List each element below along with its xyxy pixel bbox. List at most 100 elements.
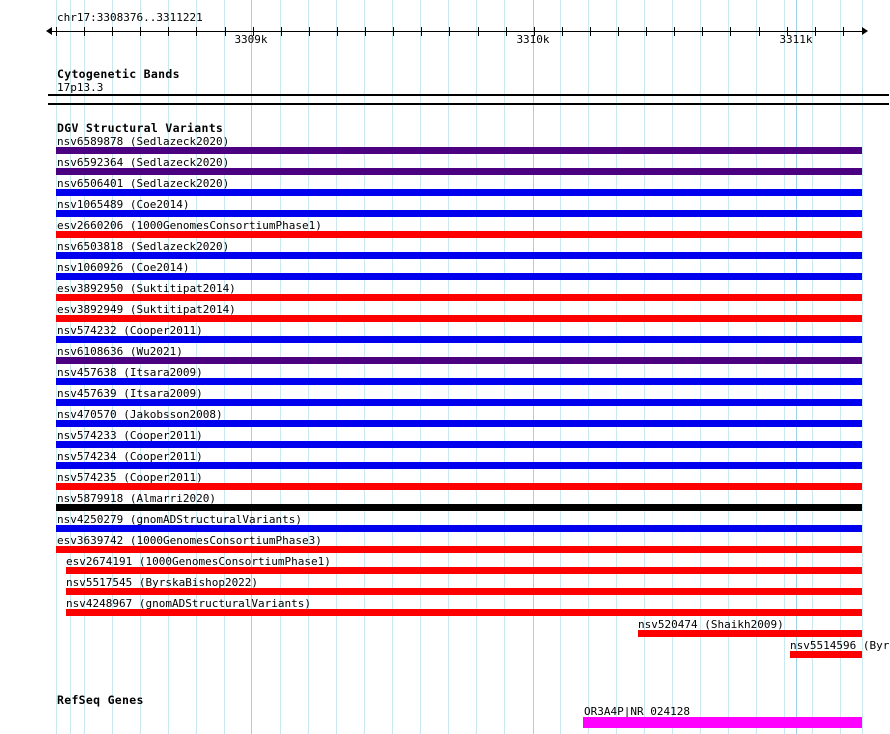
dgv-feature-label[interactable]: esv3639742 (1000GenomesConsortiumPhase3) (57, 534, 322, 547)
ruler-tick (787, 27, 788, 36)
region-coordinate-label: chr17:3308376..3311221 (57, 11, 203, 24)
dgv-feature-bar[interactable] (56, 336, 862, 343)
dgv-feature-label[interactable]: nsv574233 (Cooper2011) (57, 429, 203, 442)
ruler-tick (590, 27, 591, 36)
grid-line (840, 0, 841, 734)
dgv-feature-bar[interactable] (56, 378, 862, 385)
dgv-feature-bar[interactable] (56, 147, 862, 154)
dgv-feature-bar[interactable] (56, 273, 862, 280)
arrow-right-icon[interactable] (862, 27, 868, 35)
ruler-tick (815, 27, 816, 36)
dgv-feature-bar[interactable] (56, 189, 862, 196)
grid-line (420, 0, 421, 734)
dgv-feature-bar[interactable] (56, 294, 862, 301)
ruler-tick (112, 27, 113, 36)
dgv-feature-label[interactable]: nsv5879918 (Almarri2020) (57, 492, 216, 505)
dgv-feature-label[interactable]: nsv574234 (Cooper2011) (57, 450, 203, 463)
dgv-feature-bar[interactable] (56, 315, 862, 322)
grid-line (588, 0, 589, 734)
ruler-tick (562, 27, 563, 36)
dgv-feature-label[interactable]: nsv6108636 (Wu2021) (57, 345, 183, 358)
ruler-tick (196, 27, 197, 36)
dgv-feature-bar[interactable] (56, 441, 862, 448)
dgv-feature-label[interactable]: esv2660206 (1000GenomesConsortiumPhase1) (57, 219, 322, 232)
ruler-tick (168, 27, 169, 36)
dgv-feature-bar[interactable] (56, 504, 862, 511)
dgv-feature-label[interactable]: nsv457638 (Itsara2009) (57, 366, 203, 379)
dgv-feature-label[interactable]: nsv6506401 (Sedlazeck2020) (57, 177, 230, 190)
ruler-tick (646, 27, 647, 36)
ruler-tick-label: 3310k (516, 33, 550, 46)
ruler-tick (225, 27, 226, 36)
ruler-tick (478, 27, 479, 36)
dgv-feature-label[interactable]: esv2674191 (1000GenomesConsortiumPhase1) (66, 555, 331, 568)
dgv-feature-bar[interactable] (56, 252, 862, 259)
ruler-tick (506, 27, 507, 36)
ruler-tick (730, 27, 731, 36)
dgv-feature-label[interactable]: nsv6503818 (Sedlazeck2020) (57, 240, 230, 253)
ruler-tick (449, 27, 450, 36)
dgv-feature-bar[interactable] (56, 546, 862, 553)
grid-line (504, 0, 505, 734)
dgv-feature-label[interactable]: nsv5517545 (ByrskaBishop2022) (66, 576, 259, 589)
dgv-feature-bar[interactable] (56, 231, 862, 238)
ruler-tick (365, 27, 366, 36)
dgv-feature-label[interactable]: nsv6589878 (Sedlazeck2020) (57, 135, 230, 148)
grid-line (392, 0, 393, 734)
axis-line (51, 31, 864, 32)
coordinate-ruler[interactable]: chr17:3308376..3311221 3309k 3310k 3311k (0, 0, 890, 52)
dgv-feature-label[interactable]: nsv457639 (Itsara2009) (57, 387, 203, 400)
grid-line (364, 0, 365, 734)
arrow-left-icon[interactable] (46, 27, 52, 35)
dgv-feature-bar[interactable] (638, 630, 862, 637)
dgv-feature-label[interactable]: nsv574232 (Cooper2011) (57, 324, 203, 337)
dgv-feature-bar[interactable] (56, 210, 862, 217)
dgv-feature-label[interactable]: nsv574235 (Cooper2011) (57, 471, 203, 484)
cytoband-label: 17p13.3 (57, 81, 104, 94)
dgv-feature-label[interactable]: nsv1065489 (Coe2014) (57, 198, 190, 211)
ruler-tick (843, 27, 844, 36)
dgv-feature-bar[interactable] (56, 483, 862, 490)
dgv-feature-label[interactable]: nsv5514596 (Byrsk (790, 639, 890, 652)
ruler-tick (534, 27, 535, 36)
dgv-feature-label[interactable]: esv3892949 (Suktitipat2014) (57, 303, 236, 316)
dgv-feature-label[interactable]: nsv470570 (Jakobsson2008) (57, 408, 223, 421)
grid-line (476, 0, 477, 734)
track-separator (48, 103, 889, 105)
dgv-feature-bar[interactable] (66, 609, 862, 616)
refseq-gene-bar[interactable] (583, 717, 862, 728)
ruler-tick (140, 27, 141, 36)
dgv-feature-label[interactable]: esv3892950 (Suktitipat2014) (57, 282, 236, 295)
grid-line (796, 0, 797, 734)
grid-line (224, 0, 225, 734)
ruler-tick (281, 27, 282, 36)
refseq-gene-label[interactable]: OR3A4P|NR_024128 (584, 705, 690, 718)
dgv-feature-label[interactable]: nsv1060926 (Coe2014) (57, 261, 190, 274)
dgv-feature-label[interactable]: nsv4248967 (gnomADStructuralVariants) (66, 597, 312, 610)
grid-line (336, 0, 337, 734)
dgv-feature-bar[interactable] (56, 420, 862, 427)
dgv-feature-bar[interactable] (56, 399, 862, 406)
dgv-feature-label[interactable]: nsv4250279 (gnomADStructuralVariants) (57, 513, 303, 526)
dgv-feature-bar[interactable] (56, 462, 862, 469)
dgv-feature-bar[interactable] (56, 525, 862, 532)
dgv-feature-bar[interactable] (66, 588, 862, 595)
track-title-dgv-structural-variants: DGV Structural Variants (57, 121, 224, 135)
grid-line (280, 0, 281, 734)
grid-line (251, 0, 252, 734)
ruler-tick (618, 27, 619, 36)
dgv-feature-bar[interactable] (66, 567, 862, 574)
dgv-feature-label[interactable]: nsv520474 (Shaikh2009) (638, 618, 784, 631)
ruler-tick-label: 3309k (234, 33, 268, 46)
ruler-tick (253, 27, 254, 36)
cytoband-bar[interactable] (48, 94, 889, 96)
dgv-feature-label[interactable]: nsv6592364 (Sedlazeck2020) (57, 156, 230, 169)
dgv-feature-bar[interactable] (56, 357, 862, 364)
grid-line (533, 0, 534, 734)
ruler-tick (56, 27, 57, 36)
grid-line (448, 0, 449, 734)
dgv-feature-bar[interactable] (56, 168, 862, 175)
dgv-feature-bar[interactable] (790, 651, 862, 658)
ruler-tick-label: 3311k (779, 33, 813, 46)
